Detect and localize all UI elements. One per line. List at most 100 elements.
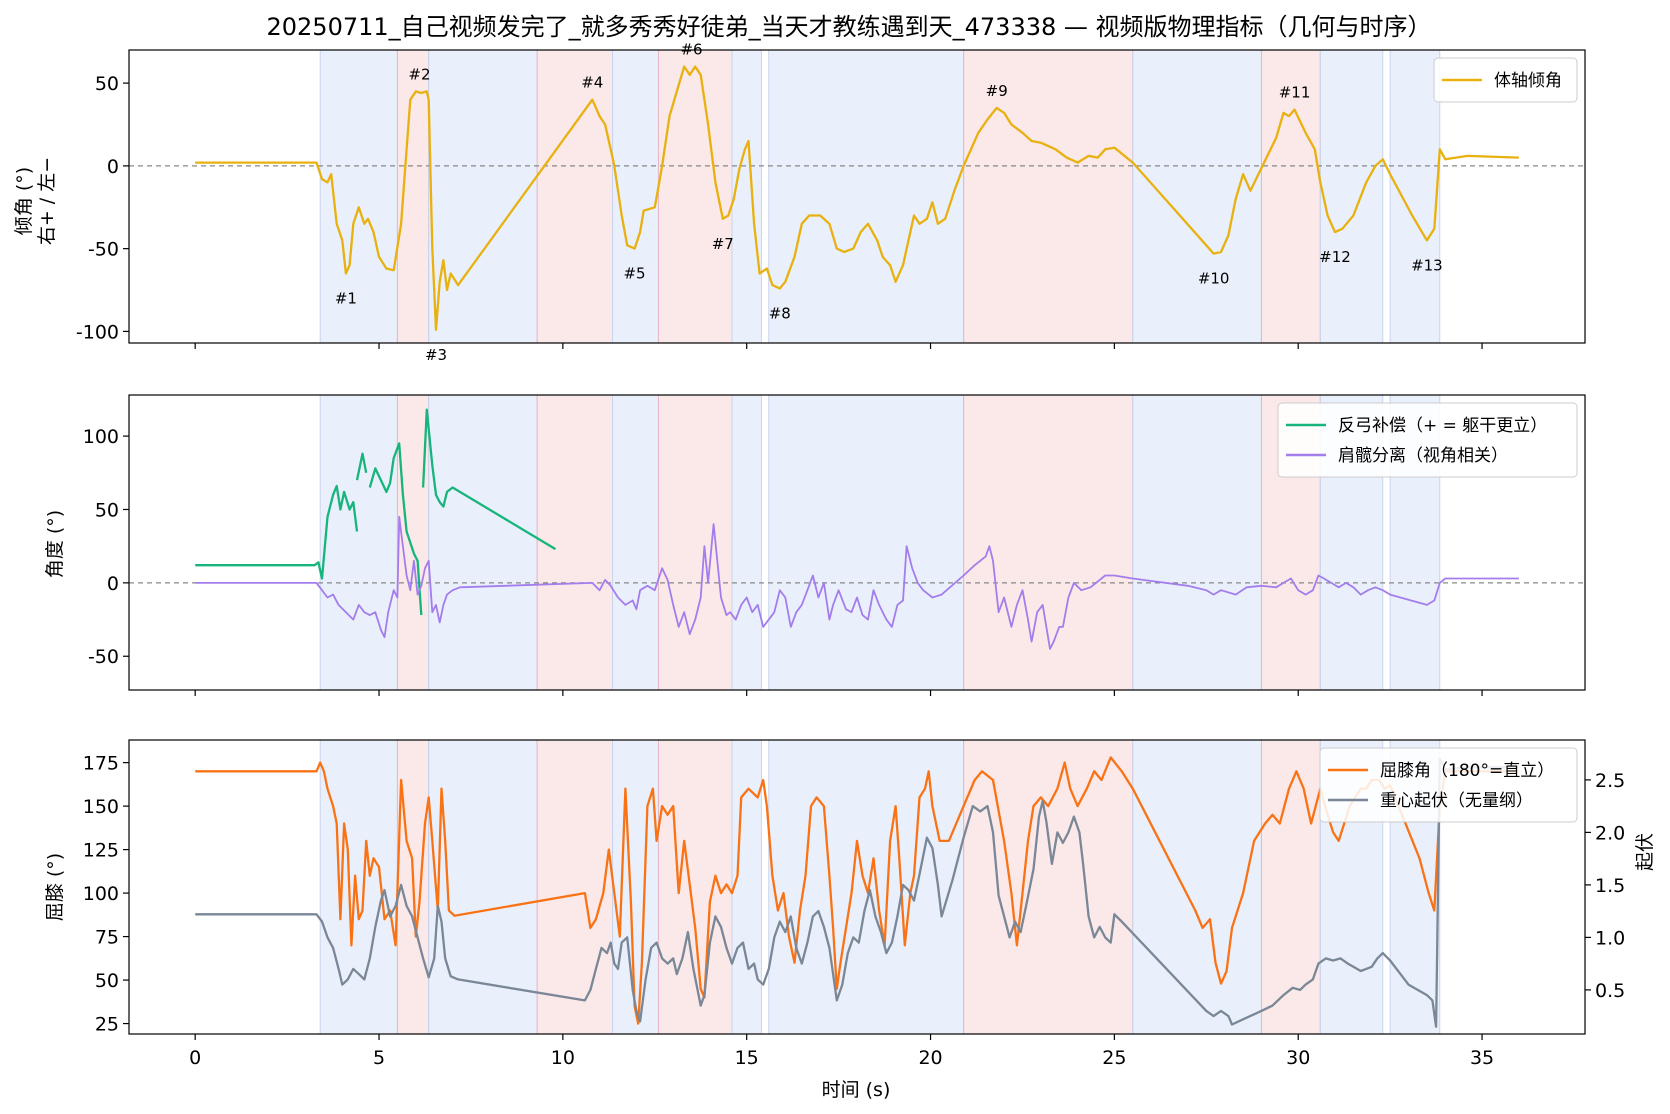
legend-box xyxy=(1277,402,1578,478)
legend-box xyxy=(1319,747,1578,823)
peak-label: #9 xyxy=(986,82,1008,100)
x-tick-label: 5 xyxy=(373,1047,385,1069)
segment-band xyxy=(536,739,613,1035)
segment-band xyxy=(657,739,733,1035)
peak-labels: #1#2#3#4#5#6#7#8#9#10#11#12 #13 xyxy=(335,41,1443,364)
x-tick-label: 25 xyxy=(1102,1047,1126,1069)
segment-bands xyxy=(319,394,1441,691)
y-tick-label: 2.5 xyxy=(1595,770,1625,792)
segment-band xyxy=(657,394,733,691)
peak-label: #13 xyxy=(1411,256,1443,274)
y-tick-label: 0.5 xyxy=(1595,980,1625,1002)
y-axis: 175 150 125 100 75 50 25 xyxy=(83,753,129,1036)
legend-label: 肩髋分离（视角相关） xyxy=(1338,446,1508,466)
segment-band xyxy=(428,394,538,691)
x-tick-label: 30 xyxy=(1286,1047,1310,1069)
y-tick-label: 125 xyxy=(83,840,119,862)
series-line xyxy=(195,515,1519,650)
y-tick-label: -100 xyxy=(76,321,119,343)
legend-label: 反弓补偿（+ = 躯干更立） xyxy=(1338,416,1547,436)
segment-band xyxy=(428,49,538,344)
y-axis-right: 2.5 2.0 1.5 1.0 0.5 xyxy=(1585,770,1625,1002)
segment-band xyxy=(1132,49,1262,344)
series-line xyxy=(421,408,557,551)
y-axis: 50 0 -50 -100 xyxy=(76,73,129,343)
series-lines xyxy=(195,65,1519,331)
legend: 反弓补偿（+ = 躯干更立） 肩髋分离（视角相关） xyxy=(1277,402,1578,478)
y-tick-label: 150 xyxy=(83,796,119,818)
series-line xyxy=(368,442,423,616)
segment-band xyxy=(319,394,398,691)
y-tick-label: 2.0 xyxy=(1595,822,1625,844)
segment-band xyxy=(536,49,613,344)
segment-band xyxy=(611,739,659,1035)
x-axis: 0 5 10 15 20 25 30 35 xyxy=(189,1034,1494,1069)
y-tick-label: 50 xyxy=(95,499,119,521)
y-axis-label-secondary: 右+ / 左− xyxy=(36,157,58,245)
segment-band xyxy=(319,739,398,1035)
y-tick-label: -50 xyxy=(88,646,119,668)
legend-box xyxy=(1433,57,1578,103)
peak-label: #4 xyxy=(581,74,603,92)
plot-frame xyxy=(128,394,1586,691)
chart-title: 20250711_自己视频发完了_就多秀秀好徒弟_当天才教练遇到天_473338… xyxy=(266,13,1431,41)
y-tick-label: 75 xyxy=(95,927,119,949)
segment-band xyxy=(731,394,762,691)
series-line xyxy=(195,756,1519,1025)
segment-band xyxy=(731,739,762,1035)
y-axis-label-right: 起伏 xyxy=(1634,833,1656,871)
y-tick-label: 100 xyxy=(83,426,119,448)
segment-band xyxy=(768,394,965,691)
segment-band xyxy=(1389,49,1441,344)
segment-band xyxy=(963,49,1134,344)
segment-band xyxy=(731,49,762,344)
x-tick-label: 35 xyxy=(1470,1047,1494,1069)
x-axis-label: 时间 (s) xyxy=(822,1079,891,1101)
peak-label: #8 xyxy=(769,304,791,322)
legend: 屈膝角（180°=直立） 重心起伏（无量纲） xyxy=(1319,747,1578,823)
series-line xyxy=(195,484,359,580)
peak-label: #7 xyxy=(712,235,734,253)
y-tick-label: 0 xyxy=(107,573,119,595)
peak-label: #1 xyxy=(335,289,357,307)
panel-knee: 175 150 125 100 75 50 25 2.5 2.0 1.5 1.0 0.5 0 5 10 1… xyxy=(44,739,1656,1069)
y-axis: 100 50 0 -50 xyxy=(83,426,129,668)
segment-band xyxy=(963,394,1134,691)
peak-label: #3 xyxy=(425,346,447,364)
x-tick-label: 0 xyxy=(189,1047,201,1069)
peak-label: #10 xyxy=(1198,270,1230,288)
segment-band xyxy=(1132,739,1262,1035)
legend: 体轴倾角 xyxy=(1433,57,1578,103)
y-tick-label: -50 xyxy=(88,239,119,261)
peak-label: #12 xyxy=(1319,248,1351,266)
legend-label: 体轴倾角 xyxy=(1494,71,1562,91)
segment-band xyxy=(768,49,965,344)
y-tick-label: 1.0 xyxy=(1595,927,1625,949)
y-tick-label: 50 xyxy=(95,73,119,95)
series-lines xyxy=(195,756,1519,1028)
y-tick-label: 175 xyxy=(83,753,119,775)
segment-band xyxy=(536,394,613,691)
series-line xyxy=(195,757,1519,1028)
y-tick-label: 1.5 xyxy=(1595,875,1625,897)
y-axis-label: 屈膝 (°) xyxy=(44,853,66,921)
series-lines xyxy=(195,408,1519,650)
segment-band xyxy=(657,49,733,344)
y-tick-label: 0 xyxy=(107,156,119,178)
plot-frame xyxy=(128,49,1586,344)
peak-label: #5 xyxy=(623,265,645,283)
panel-angles: 100 50 0 -50 反弓补偿（+ = 躯干更立） 肩髋分离（视角相关） 角度 (°… xyxy=(44,394,1586,696)
segment-bands xyxy=(319,49,1441,344)
segment-band xyxy=(319,49,398,344)
y-tick-label: 25 xyxy=(95,1014,119,1036)
y-axis-label: 角度 (°) xyxy=(44,510,66,578)
segment-band xyxy=(1319,49,1384,344)
legend-label: 屈膝角（180°=直立） xyxy=(1380,761,1554,781)
y-tick-label: 50 xyxy=(95,970,119,992)
plot-frame xyxy=(128,739,1586,1035)
legend-label: 重心起伏（无量纲） xyxy=(1380,791,1533,811)
x-tick-label: 15 xyxy=(735,1047,759,1069)
x-tick-label: 20 xyxy=(918,1047,942,1069)
peak-label: #2 xyxy=(408,65,430,83)
